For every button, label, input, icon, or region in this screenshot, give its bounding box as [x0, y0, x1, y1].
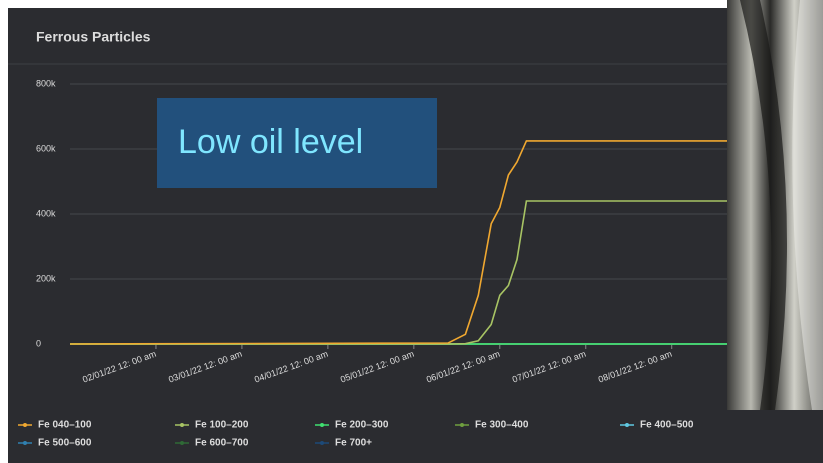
chart: Ferrous Particles 0200k400k600k800k02/01… [0, 0, 823, 463]
legend-dot [625, 423, 629, 427]
legend-label: Fe 400–500 [640, 420, 694, 431]
legend-label: Fe 500–600 [38, 438, 92, 449]
legend-dot [320, 423, 324, 427]
annotation: Low oil level [178, 123, 363, 161]
panel-title: Ferrous Particles [36, 29, 151, 45]
photo [727, 0, 823, 410]
legend-label: Fe 700+ [335, 438, 372, 449]
page: Ferrous Particles 0200k400k600k800k02/01… [0, 0, 823, 463]
y-tick-label: 800k [36, 78, 56, 88]
legend-dot [320, 441, 324, 445]
legend-label: Fe 200–300 [335, 420, 389, 431]
y-tick-label: 400k [36, 208, 56, 218]
legend-dot [180, 441, 184, 445]
legend-dot [23, 423, 27, 427]
legend-label: Fe 100–200 [195, 420, 249, 431]
legend-label: Fe 300–400 [475, 420, 529, 431]
legend-label: Fe 600–700 [195, 438, 249, 449]
legend-dot [460, 423, 464, 427]
legend-dot [180, 423, 184, 427]
y-tick-label: 0 [36, 338, 41, 348]
legend-dot [23, 441, 27, 445]
legend-label: Fe 040–100 [38, 420, 92, 431]
panel [8, 8, 823, 463]
y-tick-label: 600k [36, 143, 56, 153]
y-tick-label: 200k [36, 273, 56, 283]
